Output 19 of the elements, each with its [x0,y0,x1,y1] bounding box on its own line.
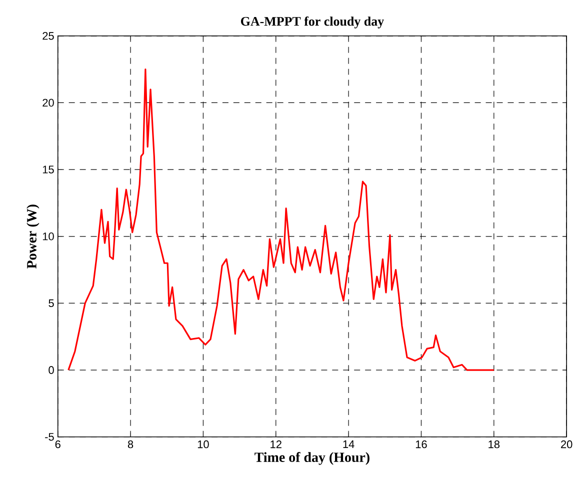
x-tick-label: 14 [343,440,354,448]
x-tick-label: 12 [270,440,282,448]
x-tick-label: 6 [55,440,60,448]
y-tick-label: 0 [48,366,54,374]
y-tick-label: 15 [42,166,54,174]
y-tick-label: 20 [42,98,54,107]
x-tick-label: 18 [488,440,500,448]
y-tick-label: 10 [42,232,54,240]
x-tick-label: 8 [128,440,134,448]
line-series [68,68,495,371]
chart-title: GA-MPPT for cloudy day [240,16,384,28]
y-tick-label: -5 [45,433,54,441]
y-tick-label: 25 [42,32,54,40]
x-axis-title: Time of day (Hour) [254,452,370,465]
x-tick-label: 16 [416,440,427,448]
x-tick-label: 20 [561,440,572,448]
y-axis-title: Power (W) [26,204,40,269]
x-tick-label: 10 [198,440,209,448]
y-tick-label: 5 [48,300,54,308]
